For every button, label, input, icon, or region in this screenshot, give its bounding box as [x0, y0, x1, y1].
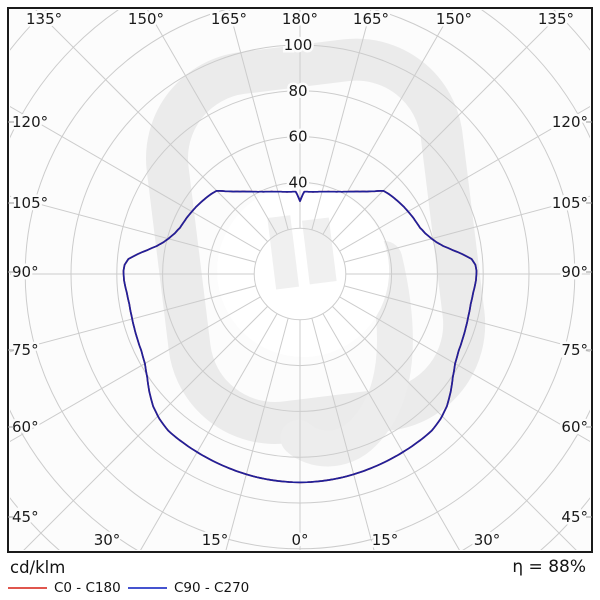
grid-spoke-300	[10, 296, 261, 443]
angle-label-left: 45°	[12, 508, 39, 526]
grid-spoke-15	[311, 318, 375, 550]
grid-spoke-285	[10, 285, 256, 353]
angle-label-right: 75°	[561, 341, 588, 359]
grid-spoke-210	[147, 10, 278, 235]
grid-spoke-195	[228, 10, 289, 230]
grid-spoke-60	[339, 296, 590, 443]
angle-label-left: 120°	[12, 113, 48, 131]
angle-label-top: 180°	[282, 10, 318, 28]
watermark-bar	[301, 217, 337, 285]
units-label: cd/klm	[10, 558, 66, 577]
angle-label-right: 60°	[561, 418, 588, 436]
angle-label-left: 60°	[12, 418, 39, 436]
angle-label-right: 45°	[561, 508, 588, 526]
angle-label-top: 135°	[538, 10, 574, 28]
angle-label-bottom: 15°	[372, 531, 399, 549]
grid-spoke-120	[339, 105, 590, 252]
legend-line-red	[8, 587, 47, 589]
grid-spoke-240	[10, 105, 261, 252]
angle-label-left: 105°	[12, 194, 48, 212]
watermark-frame	[146, 38, 486, 444]
watermark-hook	[280, 241, 413, 467]
grid-spoke-255	[10, 195, 256, 263]
angle-label-top: 135°	[26, 10, 62, 28]
watermark-bar	[267, 215, 299, 290]
grid-spoke-45	[332, 306, 577, 550]
legend-label-c0-c180: C0 - C180	[54, 580, 121, 596]
grid-spoke-150	[322, 10, 453, 235]
angle-label-top: 150°	[436, 10, 472, 28]
angle-label-top: 150°	[128, 10, 164, 28]
legend-label-c90-c270: C90 - C270	[174, 580, 250, 596]
ring-label-40: 40	[288, 173, 307, 191]
angle-label-left: 75°	[12, 341, 39, 359]
grid-spoke-315	[23, 306, 268, 550]
grid-spoke-105	[344, 195, 590, 263]
angle-label-right: 90°	[561, 263, 588, 281]
angle-label-bottom: 30°	[94, 531, 121, 549]
angle-label-right: 120°	[552, 113, 588, 131]
grid-spoke-345	[225, 318, 289, 550]
ring-label-100: 100	[284, 36, 313, 54]
curve-c90-c270	[122, 189, 478, 484]
ring-label-60: 60	[288, 128, 307, 146]
grid-spoke-75	[344, 285, 590, 353]
legend-item-c90-c270: C90 - C270	[128, 580, 249, 596]
angle-label-bottom: 0°	[291, 531, 308, 549]
plot-border	[7, 7, 593, 553]
angle-label-top: 165°	[353, 10, 389, 28]
angle-label-right: 105°	[552, 194, 588, 212]
angle-label-top: 165°	[211, 10, 247, 28]
grid-spoke-165	[311, 10, 372, 230]
ring-label-80: 80	[288, 82, 307, 100]
angle-label-bottom: 15°	[202, 531, 229, 549]
grid-spoke-30	[322, 313, 460, 550]
legend-line-blue	[128, 587, 167, 589]
grid-spoke-330	[140, 313, 278, 550]
efficiency-label: η = 88%	[512, 557, 586, 577]
curves-group	[122, 189, 478, 484]
angle-label-left: 90°	[12, 263, 39, 281]
grid-spoke-135	[332, 10, 565, 242]
grid-spoke-225	[35, 10, 268, 242]
legend-item-c0-c180: C0 - C180	[8, 580, 121, 596]
angle-label-bottom: 30°	[474, 531, 501, 549]
